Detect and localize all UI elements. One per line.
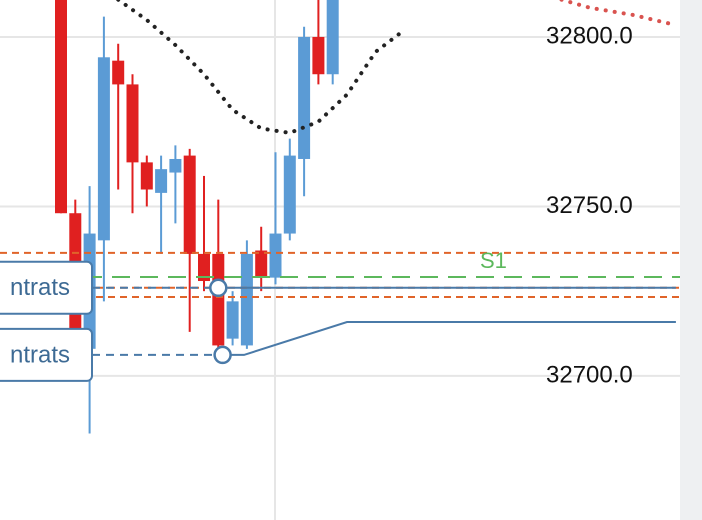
scrollbar	[680, 0, 702, 520]
order-handle[interactable]	[213, 345, 232, 365]
candle-body	[140, 162, 153, 190]
order-label: ntrats	[10, 341, 70, 368]
candle-body	[312, 36, 325, 75]
candle-body	[269, 233, 282, 278]
y-tick-label: 32750.0	[546, 192, 633, 219]
candle-body	[126, 84, 139, 163]
candle-body	[155, 169, 168, 193]
order-line	[222, 321, 676, 356]
candle-body	[326, 0, 339, 75]
candle-body	[97, 57, 110, 241]
order-box[interactable]	[0, 327, 93, 382]
candle-body	[283, 155, 296, 234]
candle-body	[55, 0, 67, 214]
candle-body	[255, 250, 268, 278]
indicator-line	[116, 0, 407, 135]
level-label: S1	[480, 248, 507, 273]
candle-body	[212, 253, 225, 346]
candle-body	[198, 253, 210, 282]
y-tick-label: 32800.0	[546, 22, 633, 49]
candle-body	[298, 36, 311, 159]
order-label: ntrats	[10, 274, 70, 301]
candle-body	[240, 253, 253, 346]
y-tick-label: 32700.0	[546, 361, 633, 388]
candle-body	[169, 158, 182, 173]
candle-body	[183, 155, 196, 254]
candle-body	[226, 301, 239, 339]
order-box[interactable]	[0, 260, 93, 315]
candle-body	[112, 60, 125, 85]
order-handle[interactable]	[209, 278, 228, 298]
